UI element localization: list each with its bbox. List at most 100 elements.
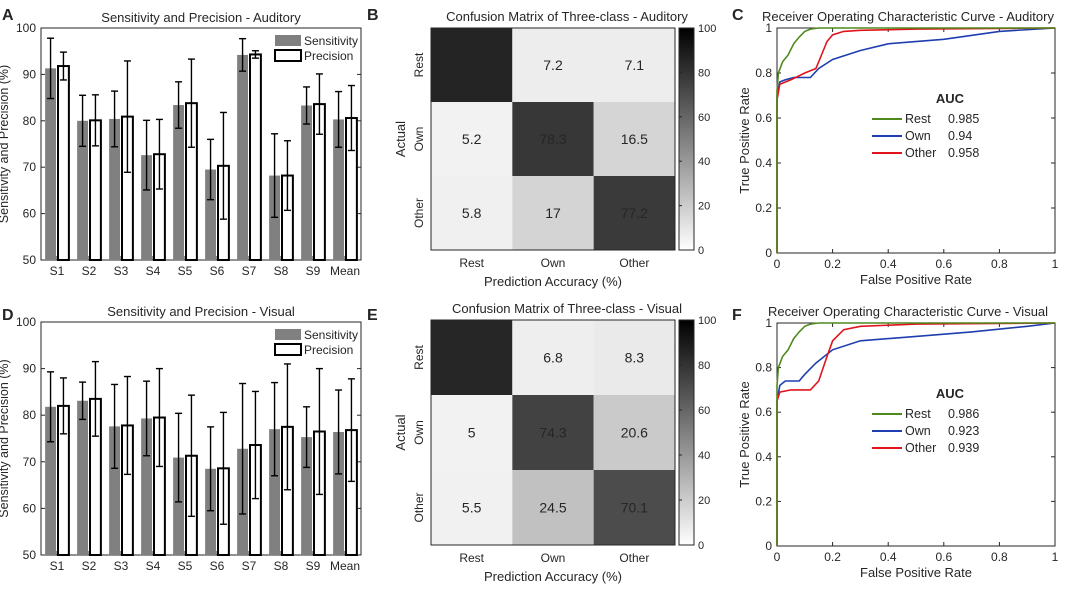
panel-b: Confusion Matrix of Three-class - Audito… bbox=[393, 9, 716, 289]
cell-value: 5.5 bbox=[462, 500, 482, 516]
legend-swatch-precision bbox=[274, 343, 302, 356]
row-label: Own bbox=[412, 127, 426, 152]
x-tick-label: Mean bbox=[330, 559, 360, 573]
bar-sensitivity bbox=[141, 418, 152, 555]
legend-swatch-sensitivity bbox=[275, 329, 301, 340]
bar-sensitivity bbox=[45, 406, 56, 555]
colorbar-tick-label: 0 bbox=[698, 540, 704, 552]
panel-label-c: C bbox=[732, 7, 744, 24]
cell-value: 7.2 bbox=[543, 57, 563, 73]
roc-curve-other bbox=[776, 27, 1056, 253]
matrix-cell bbox=[431, 28, 513, 102]
matrix-frame bbox=[430, 319, 676, 546]
matrix-cell bbox=[512, 470, 594, 545]
bar-sensitivity bbox=[301, 437, 312, 555]
y-tick-label: 0 bbox=[765, 539, 772, 553]
x-tick-label: S4 bbox=[146, 559, 161, 573]
matrix-cell bbox=[593, 102, 675, 176]
legend-label: Rest bbox=[905, 407, 931, 421]
x-tick-label: S6 bbox=[210, 264, 225, 278]
y-tick-label: 100 bbox=[16, 21, 36, 35]
cell-value: 5.2 bbox=[462, 131, 482, 147]
bar-sensitivity bbox=[173, 105, 184, 260]
panel-label-e: E bbox=[367, 307, 378, 324]
y-tick-label: 70 bbox=[23, 455, 37, 469]
y-tick-label: 0.6 bbox=[755, 405, 772, 419]
y-tick-label: 1 bbox=[765, 316, 772, 330]
col-label: Rest bbox=[459, 551, 484, 565]
colorbar-tick-label: 40 bbox=[698, 450, 710, 462]
col-label: Other bbox=[619, 256, 649, 270]
x-axis-label: False Positive Rate bbox=[860, 565, 972, 580]
y-axis-label: Sensitivity and Precision (%) bbox=[0, 359, 11, 517]
y-tick-label: 0 bbox=[765, 246, 772, 260]
y-tick-label: 0.8 bbox=[755, 361, 772, 375]
panel-label-f: F bbox=[732, 307, 742, 324]
x-tick-label: S5 bbox=[178, 264, 193, 278]
cell-value: 5 bbox=[468, 425, 476, 441]
cell-value: 78.3 bbox=[539, 131, 566, 147]
y-tick-label: 90 bbox=[23, 362, 37, 376]
legend-label: Sensitivity bbox=[304, 34, 358, 48]
legend-auc: 0.958 bbox=[948, 146, 979, 160]
panel-d: Sensitivity and Precision - Visual 50 60 70… bbox=[0, 304, 362, 573]
colorbar bbox=[678, 27, 695, 251]
bar-sensitivity bbox=[141, 155, 152, 260]
matrix-cell bbox=[593, 470, 675, 545]
bar-sensitivity bbox=[109, 118, 120, 260]
panel-label-b: B bbox=[367, 7, 379, 24]
roc-curve-other bbox=[776, 322, 1056, 546]
legend-label: Precision bbox=[304, 49, 353, 63]
y-tick-label: 60 bbox=[23, 207, 37, 221]
colorbar-tick-label: 60 bbox=[698, 405, 710, 417]
x-tick-label: S7 bbox=[242, 264, 257, 278]
bar-sensitivity bbox=[205, 468, 216, 555]
x-axis-label: Prediction Accuracy (%) bbox=[484, 569, 622, 584]
legend-title: AUC bbox=[936, 386, 965, 401]
chart-title: Receiver Operating Characteristic Curve … bbox=[762, 9, 1054, 24]
x-tick-label: S9 bbox=[306, 559, 321, 573]
bar-sensitivity bbox=[301, 105, 312, 260]
legend-auc: 0.986 bbox=[948, 407, 979, 421]
x-tick-label: S3 bbox=[114, 264, 129, 278]
panel-f: Receiver Operating Characteristic Curve … bbox=[737, 304, 1059, 580]
x-tick-label: 0.6 bbox=[935, 257, 952, 271]
matrix-cell bbox=[593, 28, 675, 102]
x-tick-label: 1 bbox=[1052, 257, 1059, 271]
legend-auc: 0.985 bbox=[948, 112, 979, 126]
cell-value: 20.6 bbox=[621, 425, 648, 441]
panel-label-d: D bbox=[2, 307, 14, 324]
y-tick-label: 0.6 bbox=[755, 111, 772, 125]
roc-curve-rest bbox=[776, 322, 1055, 546]
bar-sensitivity bbox=[77, 400, 88, 555]
row-label: Other bbox=[412, 492, 426, 522]
cell-value: 70.1 bbox=[621, 500, 648, 516]
x-tick-label: 0 bbox=[774, 550, 781, 564]
matrix-frame bbox=[430, 27, 676, 251]
y-tick-label: 80 bbox=[23, 408, 37, 422]
y-axis-label: Sensitivity and Precision (%) bbox=[0, 65, 11, 223]
panel-c: Receiver Operating Characteristic Curve … bbox=[737, 9, 1059, 287]
x-tick-label: 0.4 bbox=[880, 257, 897, 271]
matrix-cell bbox=[431, 470, 513, 545]
matrix-cell bbox=[593, 395, 675, 470]
y-tick-label: 90 bbox=[23, 67, 37, 81]
x-axis-label: Prediction Accuracy (%) bbox=[484, 274, 622, 289]
cell-value: 85.7 bbox=[458, 57, 485, 73]
bar-sensitivity bbox=[237, 54, 248, 260]
bar-precision bbox=[249, 53, 262, 262]
chart-title: Confusion Matrix of Three-class - Audito… bbox=[446, 9, 688, 24]
bar-sensitivity bbox=[45, 68, 56, 260]
x-tick-label: 0.8 bbox=[991, 550, 1008, 564]
y-axis-label: True Positive Rate bbox=[737, 381, 752, 487]
matrix-cell bbox=[431, 102, 513, 176]
x-tick-label: S4 bbox=[146, 264, 161, 278]
colorbar-tick-label: 20 bbox=[698, 201, 710, 213]
cell-value: 5.8 bbox=[462, 205, 482, 221]
x-tick-label: S1 bbox=[50, 559, 65, 573]
matrix-cell bbox=[512, 176, 594, 250]
panel-a: Sensitivity and Precision - Auditory 50 60… bbox=[0, 10, 362, 278]
bar-sensitivity bbox=[109, 426, 120, 555]
chart-title: Receiver Operating Characteristic Curve … bbox=[768, 304, 1048, 319]
cell-value: 6.8 bbox=[543, 350, 563, 366]
